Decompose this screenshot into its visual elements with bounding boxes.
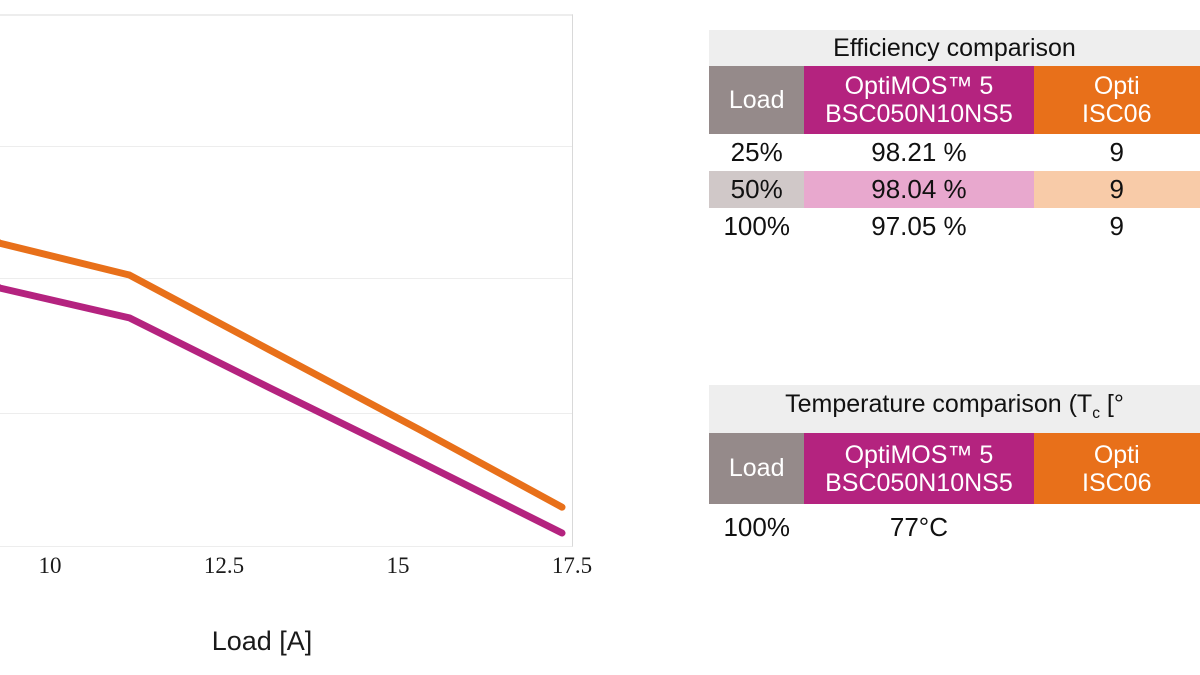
chart-series-svg [0, 239, 566, 537]
column-header-isc06: Opti ISC06 [1033, 66, 1200, 134]
table-row: 100% 97.05 % 9 [709, 208, 1200, 245]
cell-optimos5: 98.04 % [804, 171, 1034, 208]
cell-load: 100% [709, 504, 805, 550]
column-header-isc06-line2: ISC06 [1082, 468, 1152, 497]
column-header-optimos5: OptiMOS™ 5 BSC050N10NS5 [804, 433, 1034, 504]
chart-xtick: 10 [38, 553, 62, 578]
table-row: 100% 77°C [709, 504, 1200, 550]
cell-load: 50% [709, 171, 805, 208]
chart-x-axis-ticks: 10 12.5 15 17.5 [0, 553, 620, 587]
cell-isc06: 9 [1033, 171, 1200, 208]
table-title-row: Temperature comparison (Tc [° [709, 385, 1200, 433]
cell-load: 100% [709, 208, 805, 245]
column-header-load: Load [709, 433, 805, 504]
efficiency-chart: 10 12.5 15 17.5 Load [A] [0, 14, 620, 656]
chart-plot-area [0, 14, 573, 547]
cell-isc06 [1033, 504, 1200, 550]
chart-x-axis-label: Load [A] [211, 626, 313, 656]
column-header-optimos5-line2: BSC050N10NS5 [825, 100, 1013, 128]
column-header-optimos5-line1: OptiMOS™ 5 [844, 72, 994, 100]
cell-isc06: 9 [1033, 134, 1200, 171]
chart-xtick: 17.5 [551, 553, 593, 578]
temperature-table-title: Temperature comparison (Tc [° [709, 385, 1200, 433]
chart-gridline [0, 278, 572, 279]
chart-line-isc06 [0, 239, 566, 511]
column-header-isc06-line1: Opti [1093, 72, 1140, 100]
temperature-comparison-table: Temperature comparison (Tc [° Load OptiM… [709, 385, 1200, 550]
chart-xtick: 15 [386, 553, 410, 578]
chart-xtick: 12.5 [203, 553, 245, 578]
cell-load: 25% [709, 134, 805, 171]
column-header-isc06: Opti ISC06 [1033, 433, 1200, 504]
chart-line-optimos5 [0, 284, 566, 537]
column-header-optimos5-line1: OptiMOS™ 5 [844, 440, 994, 469]
cell-optimos5: 98.21 % [804, 134, 1034, 171]
column-header-load: Load [709, 66, 805, 134]
column-header-isc06-line1: Opti [1093, 440, 1140, 469]
table-header-row: Load OptiMOS™ 5 BSC050N10NS5 Opti ISC06 [709, 433, 1200, 504]
temperature-table-title-prefix: Temperature comparison (T [785, 390, 1093, 418]
chart-gridline [0, 413, 572, 414]
cell-optimos5: 77°C [804, 504, 1034, 550]
temperature-table-title-subscript: c [1092, 405, 1100, 422]
efficiency-comparison-table: Efficiency comparison Load OptiMOS™ 5 BS… [709, 30, 1200, 245]
cell-optimos5: 97.05 % [804, 208, 1034, 245]
cell-isc06: 9 [1033, 208, 1200, 245]
temperature-table-title-suffix: [° [1099, 390, 1124, 418]
table-header-row: Load OptiMOS™ 5 BSC050N10NS5 Opti ISC06 [709, 66, 1200, 134]
efficiency-table-title: Efficiency comparison [709, 30, 1200, 66]
chart-gridline [0, 146, 572, 147]
column-header-optimos5-line2: BSC050N10NS5 [825, 468, 1013, 497]
column-header-isc06-line2: ISC06 [1082, 100, 1152, 128]
table-title-row: Efficiency comparison [709, 30, 1200, 66]
column-header-optimos5: OptiMOS™ 5 BSC050N10NS5 [804, 66, 1034, 134]
table-row: 25% 98.21 % 9 [709, 134, 1200, 171]
chart-gridline [0, 15, 572, 16]
table-row: 50% 98.04 % 9 [709, 171, 1200, 208]
